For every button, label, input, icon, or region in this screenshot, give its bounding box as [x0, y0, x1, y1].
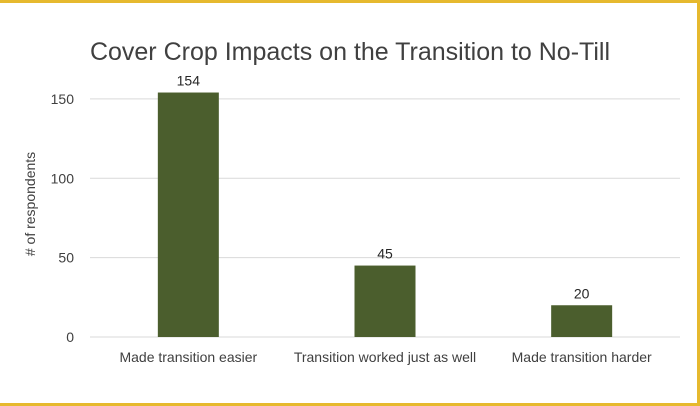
bars: [157, 92, 613, 338]
y-tick-labels: 0 50 100 150: [51, 91, 75, 345]
y-tick-label: 100: [51, 170, 75, 186]
bar-value-labels: 154 45 20: [177, 73, 590, 302]
y-tick-label: 50: [58, 250, 74, 266]
bar-value-label: 45: [377, 246, 393, 262]
y-tick-label: 150: [51, 91, 75, 107]
y-tick-label: 0: [66, 329, 74, 345]
bar-value-label: 154: [177, 73, 201, 89]
bar-value-label: 20: [574, 285, 590, 301]
x-tick-label: Made transition harder: [512, 349, 652, 365]
bar: [157, 92, 219, 338]
y-axis-label: # of respondents: [22, 152, 38, 256]
x-tick-label: Made transition easier: [119, 349, 257, 365]
bar: [551, 305, 613, 337]
bar: [354, 265, 416, 337]
x-tick-labels: Made transition easier Transition worked …: [119, 349, 652, 365]
x-tick-label: Transition worked just as well: [294, 349, 476, 365]
chart-title: Cover Crop Impacts on the Transition to …: [90, 38, 610, 66]
